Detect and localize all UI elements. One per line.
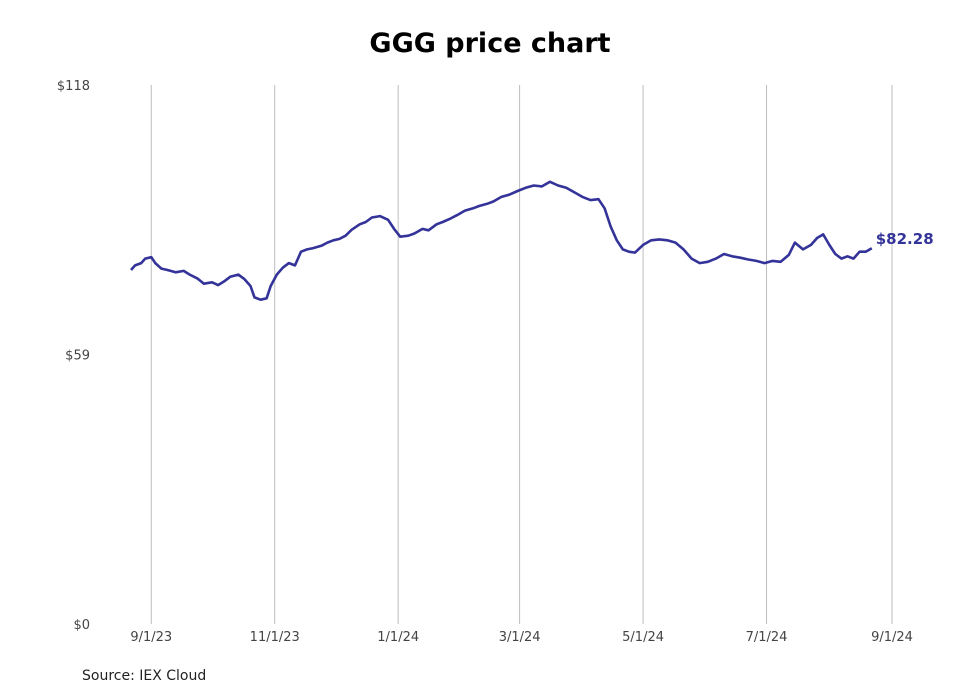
y-tick-label: $118: [57, 79, 90, 94]
x-tick-label: 9/1/23: [130, 630, 172, 645]
x-tick-label: 3/1/24: [499, 630, 541, 645]
last-price-label: $82.28: [876, 230, 934, 248]
grid-lines: [150, 85, 893, 624]
chart-title: GGG price chart: [369, 28, 611, 59]
data-labels: $82.28: [876, 230, 934, 248]
y-tick-label: $59: [65, 349, 90, 364]
x-tick-label: 5/1/24: [622, 630, 664, 645]
x-tick-label: 11/1/23: [250, 630, 300, 645]
y-tick-label: $0: [73, 618, 90, 633]
x-tick-label: 1/1/24: [377, 630, 419, 645]
series-group: [130, 180, 873, 301]
source-note: Source: IEX Cloud: [82, 668, 207, 684]
price-line: [130, 180, 873, 301]
x-tick-label: 7/1/24: [746, 630, 788, 645]
x-tick-label: 9/1/24: [871, 630, 913, 645]
x-axis: 9/1/23 11/1/23 1/1/24 3/1/24 5/1/24 7/1/24 9/1…: [130, 630, 913, 645]
y-axis: $0 $59 $118: [57, 79, 90, 633]
